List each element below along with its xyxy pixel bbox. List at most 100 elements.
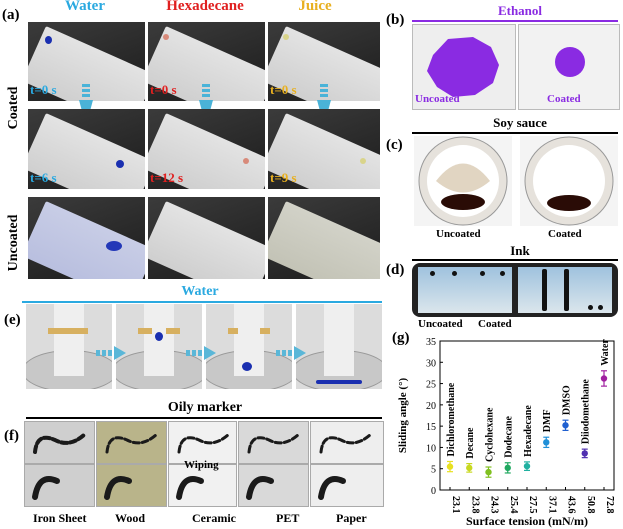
- panel-a-photo-juice-start: t=0 s: [268, 22, 380, 101]
- panel-e-photo-3: [206, 304, 292, 389]
- marker-stroke-icon: [319, 432, 373, 454]
- panel-b-label: (b): [386, 12, 405, 28]
- panel-f-photo-1-1: [24, 421, 95, 464]
- particles: [48, 328, 88, 334]
- water-smear: [106, 241, 122, 251]
- water-droplet: [116, 160, 124, 168]
- panel-a-row-coated-label: Coated: [6, 86, 21, 130]
- y-tick-label: 25: [426, 380, 436, 391]
- panel-a-photo-hexadecane-start: t=0 s: [148, 22, 265, 101]
- marker-stroke-icon: [246, 476, 274, 500]
- arrow-right-icon: [276, 346, 306, 360]
- ink-droplet: [598, 305, 603, 310]
- panel-c-coated-caption: Coated: [548, 228, 582, 240]
- panel-d-label: (d): [386, 262, 405, 278]
- y-tick-label: 15: [426, 422, 436, 433]
- panel-c-uncoated-caption: Uncoated: [436, 228, 481, 240]
- y-tick-label: 35: [426, 337, 436, 348]
- ink-droplet: [500, 271, 505, 276]
- panel-a-photo-juice-uncoated: [268, 197, 380, 279]
- sliding-angle-chart: 0 5 10 15 20 25 30 35 23.1 23.8 24.3 25.4 27.5 37.1 43…: [397, 337, 615, 528]
- ink-droplet: [480, 271, 485, 276]
- ink-droplet: [452, 271, 457, 276]
- data-point: [523, 462, 531, 470]
- liquid-label: Dodecane: [504, 416, 515, 458]
- water-droplet: [45, 36, 52, 44]
- arrow-right-icon: [186, 346, 216, 360]
- y-axis-label: Sliding angle (°): [397, 378, 409, 454]
- juice-droplet: [283, 34, 289, 40]
- liquid-label: DMSO: [562, 385, 573, 415]
- panel-d-title: Ink: [510, 243, 530, 258]
- ethanol-droplet: [555, 47, 585, 77]
- panel-a-label: (a): [2, 7, 20, 23]
- liquid-label: DMF: [542, 409, 553, 432]
- panel-a-photo-hexadecane-end: t=12 s: [148, 109, 265, 189]
- panel-f-photo-2-2: [96, 464, 167, 507]
- marker-stroke-icon: [247, 432, 301, 454]
- panel-a-photo-juice-end: t=9 s: [268, 109, 380, 189]
- arrow-right-icon: [96, 346, 126, 360]
- data-point: [504, 464, 511, 472]
- liquid-label: Cyclohexane: [485, 407, 496, 462]
- marker-stroke-icon: [318, 476, 346, 500]
- y-tick-label: 5: [431, 465, 436, 476]
- x-tick-label: 37.1: [546, 496, 557, 514]
- x-tick-label: 23.8: [469, 496, 480, 514]
- panel-a-col1-header: Water: [65, 0, 105, 14]
- liquid-label: Hexadecane: [523, 405, 534, 457]
- panel-f-photo-1-4: [238, 421, 309, 464]
- panel-e-photo-4: [296, 304, 382, 389]
- x-tick-label: 24.3: [489, 496, 500, 514]
- hexadecane-time-end: t=12 s: [150, 170, 184, 185]
- data-point: [446, 463, 454, 470]
- panel-f-material-3: Ceramic: [192, 511, 236, 525]
- marker-stroke-icon: [177, 432, 231, 454]
- panel-c-photo-coated: [520, 136, 618, 226]
- juice-time-start: t=0 s: [270, 82, 297, 97]
- panel-f-photo-2-1: [24, 464, 95, 507]
- panel-c-title: Soy sauce: [493, 115, 547, 130]
- panel-e-photo-2: [116, 304, 202, 389]
- marker-stroke-icon: [176, 476, 204, 500]
- panel-b-photo-coated: Coated: [518, 24, 620, 110]
- water-droplet: [155, 332, 163, 341]
- panel-f-photo-1-2: [96, 421, 167, 464]
- panel-b-coated-caption: Coated: [547, 93, 581, 105]
- water-time-end: t=6 s: [30, 170, 57, 185]
- ethanol-spread-icon: [427, 37, 499, 97]
- panel-a-row-uncoated-label: Uncoated: [6, 214, 21, 272]
- panel-a-photo-hexadecane-uncoated: [148, 197, 265, 279]
- x-tick-label: 23.1: [450, 496, 461, 514]
- ink-streak: [542, 269, 547, 311]
- hexadecane-time-start: t=0 s: [150, 82, 177, 97]
- x-tick-label: 50.8: [585, 496, 596, 514]
- panel-f-photo-2-3: [168, 464, 237, 507]
- water-pool: [316, 380, 362, 384]
- panel-f-material-5: Paper: [336, 511, 367, 525]
- panel-b-uncoated-caption: Uncoated: [415, 93, 460, 105]
- liquid-label: Water: [600, 339, 611, 366]
- liquid-label: Decane: [465, 427, 476, 459]
- water-time-start: t=0 s: [30, 82, 57, 97]
- panel-d-uncoated-caption: Uncoated: [418, 318, 463, 330]
- y-tick-label: 0: [431, 486, 436, 497]
- marker-stroke-icon: [105, 432, 159, 454]
- x-tick-label: 27.5: [527, 496, 538, 514]
- liquid-label: Diiodomethane: [581, 379, 592, 445]
- panel-d-coated-caption: Coated: [478, 318, 512, 330]
- data-point: [543, 439, 550, 446]
- y-tick-label: 30: [426, 358, 436, 369]
- marker-stroke-icon: [104, 476, 132, 500]
- data-point: [600, 375, 608, 382]
- ink-droplet: [430, 271, 435, 276]
- data-point: [466, 464, 473, 472]
- panel-f-label: (f): [4, 428, 19, 444]
- panel-a-photo-water-uncoated: [28, 197, 145, 279]
- data-point: [562, 422, 569, 429]
- x-tick-label: 25.4: [508, 496, 519, 514]
- panel-a-col3-header: Juice: [298, 0, 332, 14]
- y-tick-label: 10: [426, 443, 436, 454]
- hexadecane-droplet: [243, 158, 249, 164]
- panel-g-label: (g): [392, 330, 410, 346]
